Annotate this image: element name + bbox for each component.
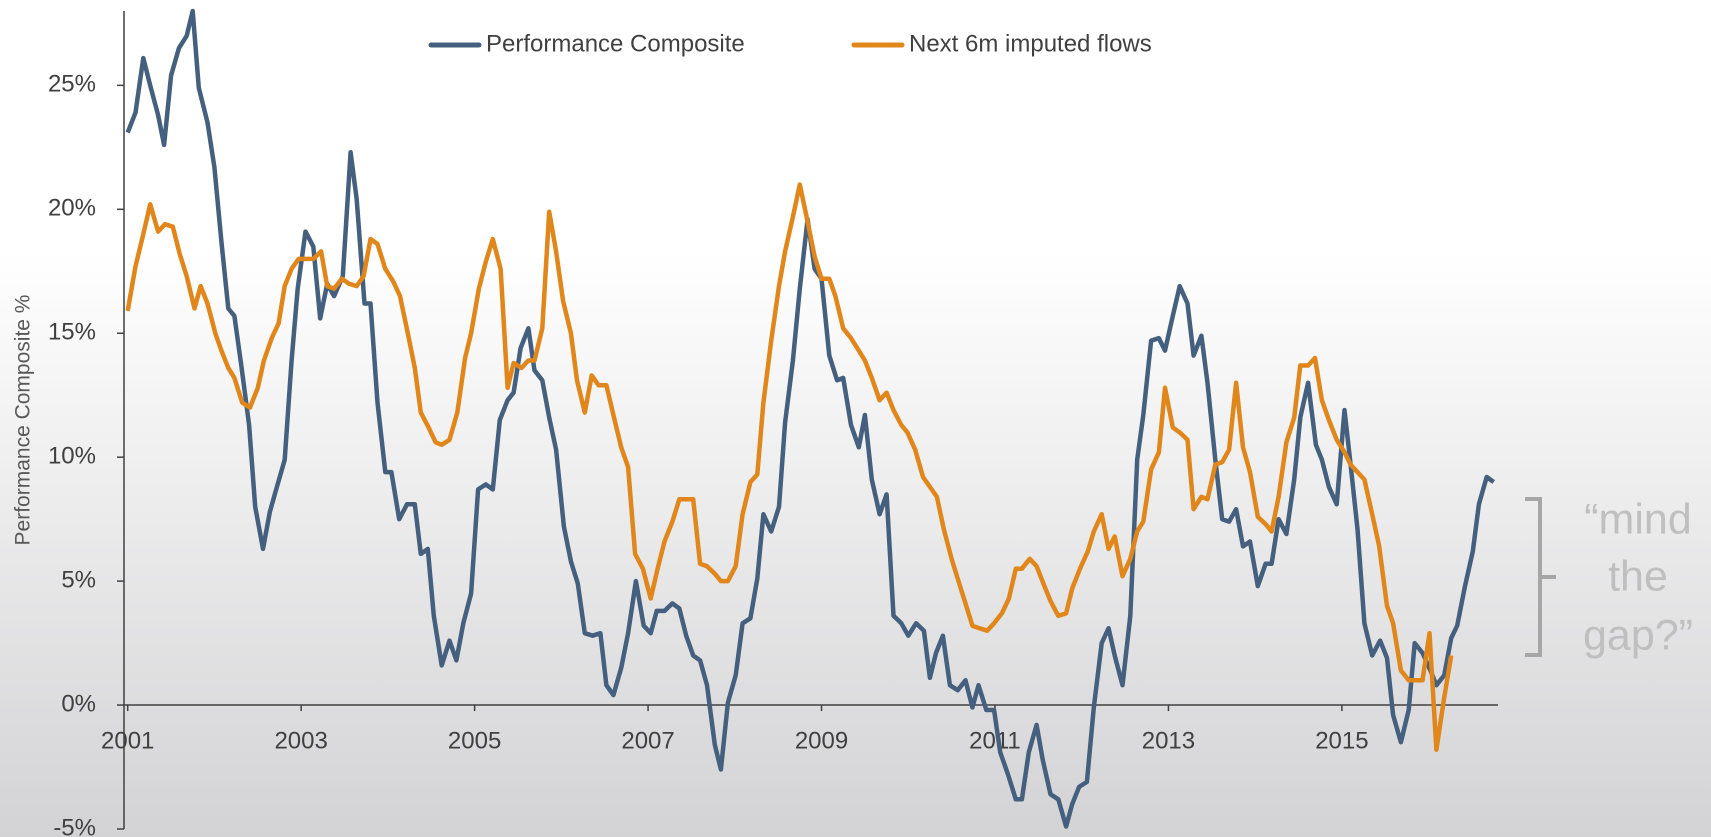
legend-label: Performance Composite bbox=[486, 30, 745, 57]
x-tick-label: 2001 bbox=[101, 727, 154, 754]
x-tick-label: 2005 bbox=[448, 727, 501, 754]
annotation: “mind bbox=[1584, 495, 1692, 543]
y-tick-label: 20% bbox=[48, 195, 96, 222]
gap-bracket bbox=[1525, 497, 1556, 657]
y-tick-label: 25% bbox=[48, 71, 96, 98]
x-tick-label: 2015 bbox=[1315, 727, 1368, 754]
y-tick-label: 15% bbox=[48, 319, 96, 346]
y-axis-label: Performance Composite % bbox=[12, 295, 35, 546]
y-tick-label: 5% bbox=[61, 566, 96, 593]
y-tick-label: 0% bbox=[61, 690, 96, 717]
legend-label: Next 6m imputed flows bbox=[909, 30, 1152, 57]
x-tick-label: 2013 bbox=[1142, 727, 1195, 754]
y-tick-label: 10% bbox=[48, 443, 96, 470]
x-tick-label: 2011 bbox=[969, 727, 1021, 754]
x-tick-label: 2007 bbox=[621, 727, 674, 754]
y-tick-label: -5% bbox=[53, 814, 96, 837]
x-tick-label: 2009 bbox=[795, 727, 848, 754]
series-line bbox=[125, 182, 1454, 752]
annotation: the bbox=[1608, 552, 1668, 600]
annotation: gap?” bbox=[1583, 611, 1693, 659]
x-tick-label: 2003 bbox=[274, 727, 327, 754]
